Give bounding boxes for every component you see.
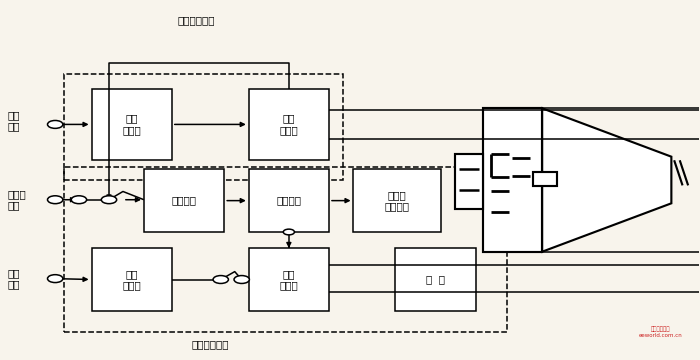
Text: 垂直偏转系统: 垂直偏转系统 — [178, 15, 215, 26]
Text: 水平偏转系统: 水平偏转系统 — [192, 339, 229, 349]
Circle shape — [102, 196, 117, 204]
Bar — [248, 169, 329, 232]
Text: 垂直
放大器: 垂直 放大器 — [279, 114, 298, 135]
Text: 消隐与
增辉电路: 消隐与 增辉电路 — [385, 190, 410, 211]
Bar — [248, 89, 329, 160]
Text: 垂直
输入: 垂直 输入 — [8, 110, 20, 132]
Circle shape — [234, 275, 249, 283]
Bar — [64, 74, 343, 180]
Bar — [455, 154, 483, 209]
Circle shape — [48, 196, 63, 204]
Text: 外触发
输入: 外触发 输入 — [8, 189, 27, 211]
Polygon shape — [542, 108, 671, 252]
Bar — [64, 167, 508, 332]
Circle shape — [48, 121, 63, 129]
Text: 电子工程世界
eeworld.com.cn: 电子工程世界 eeworld.com.cn — [639, 327, 682, 338]
Text: 水平
衰减器: 水平 衰减器 — [122, 269, 141, 290]
Circle shape — [284, 229, 295, 235]
Bar — [533, 172, 557, 186]
Bar — [354, 169, 441, 232]
Text: 垂直
衰减器: 垂直 衰减器 — [122, 114, 141, 135]
Circle shape — [71, 196, 87, 204]
Bar — [483, 108, 542, 252]
Text: 电  源: 电 源 — [426, 275, 445, 284]
Bar — [248, 248, 329, 311]
Bar — [144, 169, 224, 232]
Circle shape — [48, 275, 63, 283]
Bar — [92, 248, 172, 311]
Bar — [395, 248, 476, 311]
Circle shape — [213, 275, 228, 283]
Text: 水平
输入: 水平 输入 — [8, 268, 20, 289]
Text: 水平
放大器: 水平 放大器 — [279, 269, 298, 290]
Text: 扫描电路: 扫描电路 — [276, 195, 302, 206]
Bar — [92, 89, 172, 160]
Text: 触发电路: 触发电路 — [172, 195, 197, 206]
